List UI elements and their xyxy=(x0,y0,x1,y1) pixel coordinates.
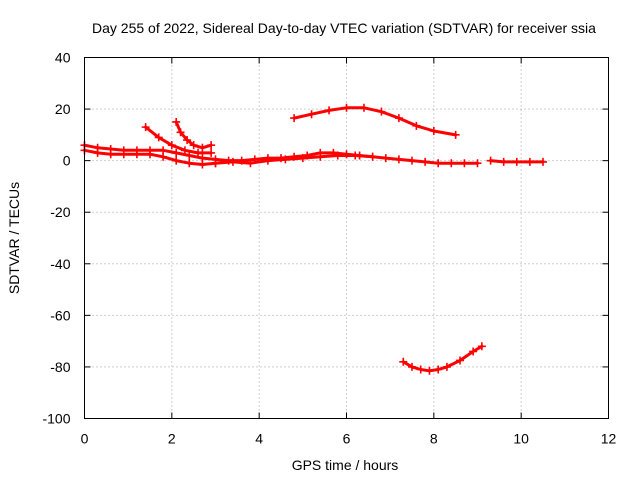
data-series xyxy=(80,103,547,375)
x-tick-label: 12 xyxy=(601,431,617,447)
series-line xyxy=(292,106,458,137)
data-point xyxy=(154,133,163,142)
data-point xyxy=(119,150,128,159)
data-point xyxy=(246,159,255,168)
data-point xyxy=(211,159,220,168)
y-tick-label: 40 xyxy=(55,50,71,66)
data-point xyxy=(394,155,403,164)
data-point xyxy=(307,110,316,119)
data-point xyxy=(106,150,115,159)
x-tick-label: 8 xyxy=(430,431,438,447)
data-point xyxy=(408,362,416,371)
data-point xyxy=(228,157,237,166)
data-point xyxy=(351,151,360,160)
data-point xyxy=(159,152,168,161)
data-point xyxy=(290,114,299,123)
series-track-7 xyxy=(290,103,460,139)
chart-title: Day 255 of 2022, Sidereal Day-to-day VTE… xyxy=(92,20,596,36)
data-point xyxy=(469,347,478,356)
x-tick-label: 0 xyxy=(81,431,89,447)
data-point xyxy=(207,141,216,150)
data-point xyxy=(93,148,102,157)
x-tick-label: 4 xyxy=(255,431,263,447)
data-point xyxy=(408,156,416,165)
data-point xyxy=(189,141,198,150)
data-point xyxy=(539,157,547,166)
data-point xyxy=(486,156,495,165)
series-line xyxy=(214,154,375,165)
x-axis-label: GPS time / hours xyxy=(292,457,399,473)
data-point xyxy=(421,157,430,166)
data-point xyxy=(442,362,451,371)
data-point xyxy=(132,150,141,159)
y-tick-label: -60 xyxy=(50,307,70,323)
data-point xyxy=(460,159,469,168)
data-point xyxy=(456,356,465,365)
data-point xyxy=(434,365,443,374)
data-point xyxy=(429,126,438,135)
x-tick-label: 10 xyxy=(513,431,529,447)
data-point xyxy=(399,357,408,366)
data-point xyxy=(525,157,534,166)
y-tick-label: -40 xyxy=(50,256,70,272)
series-track-3 xyxy=(211,151,377,168)
data-point xyxy=(434,159,443,168)
data-point xyxy=(194,148,203,157)
y-tick-label: -20 xyxy=(50,204,70,220)
data-point xyxy=(172,156,181,165)
data-point xyxy=(359,103,368,112)
data-point xyxy=(333,151,342,160)
data-point xyxy=(176,128,185,137)
data-point xyxy=(207,148,216,157)
y-tick-label: -80 xyxy=(50,359,70,375)
data-point xyxy=(167,141,176,150)
data-point xyxy=(499,157,508,166)
data-point xyxy=(512,157,521,166)
data-point xyxy=(451,130,460,139)
data-point xyxy=(183,136,192,145)
series-track-6 xyxy=(486,156,547,166)
x-tick-label: 2 xyxy=(168,431,176,447)
data-point xyxy=(412,121,421,130)
data-point xyxy=(141,123,150,132)
data-point xyxy=(394,114,403,123)
series-track-5 xyxy=(172,117,216,152)
y-tick-label: 20 xyxy=(55,101,71,117)
data-point xyxy=(316,152,325,161)
data-point xyxy=(172,148,181,157)
data-point xyxy=(198,160,207,169)
data-point xyxy=(381,154,390,163)
data-point xyxy=(368,152,377,161)
series-track-8 xyxy=(399,342,486,375)
data-point xyxy=(185,151,194,160)
data-point xyxy=(425,366,434,375)
data-point xyxy=(416,365,425,374)
axis-ticks: 0 2 4 6 8 10 12 -100 -80 -60 -40 -20 0 20 40 xyxy=(42,50,616,447)
data-point xyxy=(185,159,194,168)
series-track-4 xyxy=(141,123,216,157)
data-point xyxy=(447,159,456,168)
data-point xyxy=(263,156,272,165)
data-point xyxy=(198,143,207,152)
y-tick-label: -100 xyxy=(42,411,70,427)
data-point xyxy=(180,146,189,155)
data-point xyxy=(477,342,486,351)
data-point xyxy=(473,159,482,168)
data-point xyxy=(325,106,334,115)
y-tick-label: 0 xyxy=(63,153,71,169)
data-point xyxy=(172,117,181,126)
data-point xyxy=(298,154,307,163)
x-tick-label: 6 xyxy=(343,431,351,447)
data-point xyxy=(146,150,154,159)
data-point xyxy=(377,107,386,116)
data-point xyxy=(281,155,290,164)
y-axis-label: SDTVAR / TECUs xyxy=(6,182,22,294)
data-point xyxy=(342,103,351,112)
